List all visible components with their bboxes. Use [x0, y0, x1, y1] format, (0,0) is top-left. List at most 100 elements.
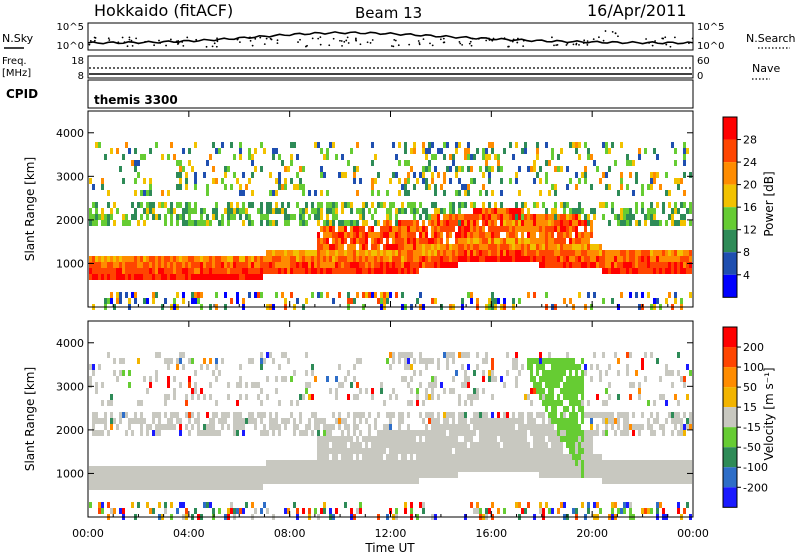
heatmap-cell: [422, 442, 425, 448]
heatmap-cell: [500, 418, 503, 424]
heatmap-cell: [137, 262, 140, 268]
heatmap-cell: [215, 208, 218, 214]
heatmap-cell: [572, 406, 575, 412]
heatmap-cell: [95, 208, 98, 214]
heatmap-cell: [368, 412, 371, 418]
heatmap-cell: [116, 268, 119, 274]
heatmap-cell: [209, 418, 212, 424]
heatmap-cell: [260, 484, 263, 490]
heatmap-cell: [338, 250, 341, 256]
heatmap-cell: [515, 220, 518, 226]
heatmap-cell: [356, 454, 359, 460]
colorbar-swatch: [723, 447, 737, 468]
heatmap-cell: [539, 376, 542, 382]
heatmap-cell: [467, 250, 470, 256]
heatmap-cell: [653, 214, 656, 220]
heatmap-cell: [248, 358, 251, 364]
heatmap-cell: [605, 202, 608, 208]
heatmap-cell: [353, 220, 356, 226]
heatmap-cell: [554, 406, 557, 412]
heatmap-cell: [200, 268, 203, 274]
heatmap-cell: [335, 418, 338, 424]
heatmap-cell: [419, 442, 422, 448]
heatmap-cell: [392, 466, 395, 472]
heatmap-cell: [251, 418, 254, 424]
heatmap-cell: [239, 148, 242, 154]
heatmap-cell: [350, 250, 353, 256]
heatmap-cell: [257, 472, 260, 478]
heatmap-cell: [239, 268, 242, 274]
heatmap-cell: [674, 472, 677, 478]
heatmap-cell: [239, 478, 242, 484]
heatmap-cell: [170, 274, 173, 280]
heatmap-cell: [392, 430, 395, 436]
heatmap-cell: [509, 142, 512, 148]
heatmap-cell: [326, 454, 329, 460]
heatmap-cell: [497, 166, 500, 172]
heatmap-cell: [491, 502, 494, 508]
heatmap-cell: [410, 448, 413, 454]
heatmap-cell: [398, 424, 401, 430]
heatmap-cell: [338, 226, 341, 232]
heatmap-cell: [428, 412, 431, 418]
heatmap-cell: [398, 448, 401, 454]
heatmap-cell: [431, 472, 434, 478]
heatmap-cell: [509, 244, 512, 250]
heatmap-cell: [641, 292, 644, 298]
heatmap-cell: [665, 250, 668, 256]
heatmap-cell: [566, 250, 569, 256]
heatmap-cell: [188, 382, 191, 388]
heatmap-cell: [569, 472, 572, 478]
heatmap-cell: [665, 400, 668, 406]
heatmap-cell: [404, 190, 407, 196]
heatmap-cell: [545, 214, 548, 220]
heatmap-cell: [554, 430, 557, 436]
heatmap-cell: [308, 268, 311, 274]
heatmap-cell: [149, 472, 152, 478]
heatmap-cell: [674, 202, 677, 208]
heatmap-cell: [401, 454, 404, 460]
heatmap-cell: [449, 166, 452, 172]
heatmap-cell: [137, 202, 140, 208]
heatmap-cell: [350, 478, 353, 484]
colorbar-tick-label: 8: [743, 246, 750, 259]
heatmap-cell: [533, 442, 536, 448]
heatmap-cell: [689, 460, 692, 466]
heatmap-cell: [257, 484, 260, 490]
heatmap-cell: [455, 244, 458, 250]
heatmap-cell: [425, 148, 428, 154]
heatmap-cell: [560, 466, 563, 472]
heatmap-cell: [425, 466, 428, 472]
heatmap-cell: [374, 436, 377, 442]
heatmap-cell: [566, 364, 569, 370]
heatmap-cell: [638, 430, 641, 436]
heatmap-cell: [413, 478, 416, 484]
heatmap-cell: [89, 208, 92, 214]
heatmap-cell: [668, 256, 671, 262]
heatmap-cell: [536, 436, 539, 442]
heatmap-cell: [467, 436, 470, 442]
heatmap-cell: [236, 466, 239, 472]
nsearch-dot: [418, 42, 421, 44]
heatmap-cell: [392, 268, 395, 274]
heatmap-cell: [494, 442, 497, 448]
heatmap-cell: [590, 418, 593, 424]
heatmap-cell: [182, 274, 185, 280]
heatmap-cell: [536, 220, 539, 226]
heatmap-cell: [584, 430, 587, 436]
heatmap-cell: [545, 160, 548, 166]
heatmap-cell: [425, 226, 428, 232]
heatmap-cell: [335, 454, 338, 460]
heatmap-cell: [338, 466, 341, 472]
heatmap-cell: [506, 208, 509, 214]
heatmap-cell: [281, 478, 284, 484]
heatmap-cell: [236, 472, 239, 478]
heatmap-cell: [392, 358, 395, 364]
heatmap-cell: [560, 256, 563, 262]
heatmap-cell: [443, 436, 446, 442]
heatmap-cell: [671, 220, 674, 226]
heatmap-cell: [632, 424, 635, 430]
heatmap-cell: [128, 418, 131, 424]
heatmap-cell: [176, 202, 179, 208]
heatmap-cell: [95, 472, 98, 478]
